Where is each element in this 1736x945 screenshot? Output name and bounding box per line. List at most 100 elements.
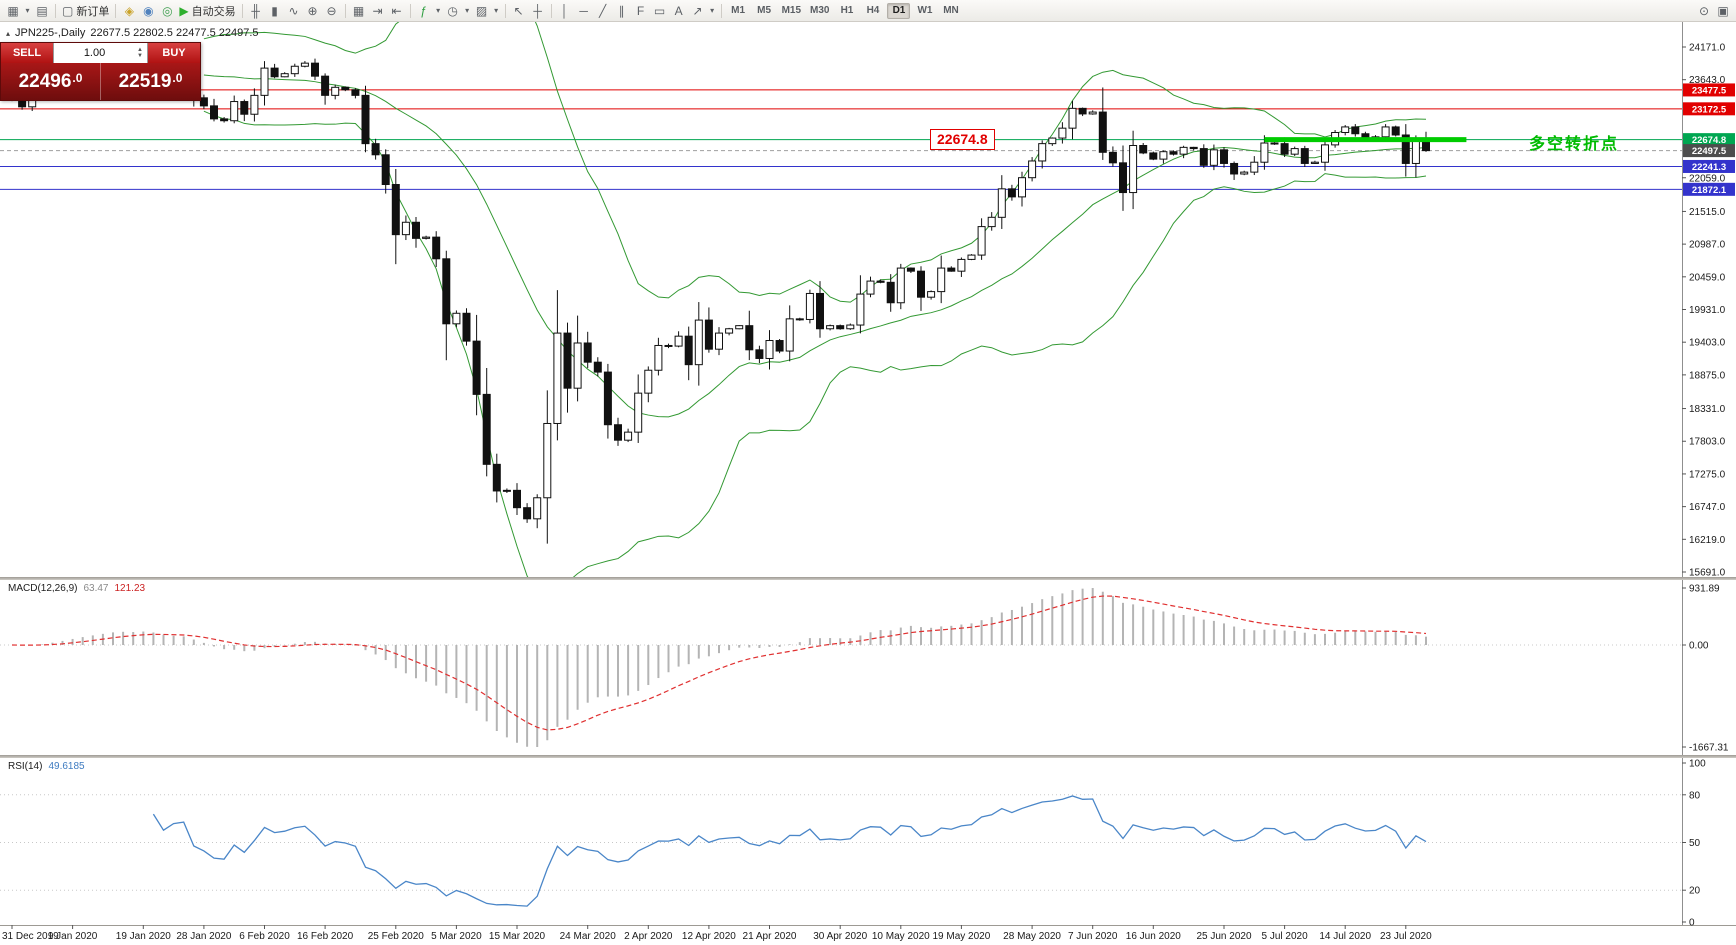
- price-divider: [100, 63, 101, 100]
- vertical-line-icon[interactable]: │: [560, 3, 569, 18]
- trendline-icon[interactable]: ╱: [598, 3, 607, 18]
- timeframe-button-H1[interactable]: H1: [840, 5, 854, 16]
- svg-text:22241.3: 22241.3: [1692, 162, 1726, 173]
- horizontal-line-icon[interactable]: ─: [579, 3, 588, 18]
- market-watch-icon[interactable]: ◈: [124, 3, 134, 18]
- svg-text:22497.5: 22497.5: [1692, 146, 1727, 157]
- svg-text:15691.0: 15691.0: [1689, 568, 1726, 579]
- svg-text:21872.1: 21872.1: [1692, 185, 1727, 196]
- volume-down-button[interactable]: ▼: [137, 53, 143, 59]
- text-icon[interactable]: A: [674, 3, 683, 18]
- new-order-button[interactable]: ▢ 新订单: [62, 3, 110, 18]
- turning-point-label: 多空转折点: [1529, 136, 1620, 153]
- navigator-icon[interactable]: ◉: [143, 3, 154, 18]
- volume-up-button[interactable]: ▲: [137, 47, 143, 53]
- toolbar-separator: [504, 3, 506, 18]
- svg-text:19931.0: 19931.0: [1689, 305, 1726, 316]
- profiles-icon[interactable]: ▤: [36, 3, 48, 18]
- indicators-icon[interactable]: ƒ: [420, 3, 427, 18]
- svg-text:19 Jan 2020: 19 Jan 2020: [116, 931, 171, 942]
- line-chart-icon[interactable]: ∿: [288, 3, 299, 18]
- help-icon[interactable]: ▣: [1717, 3, 1729, 18]
- chart-shift-icon[interactable]: ⇤: [391, 3, 402, 18]
- ohlc-values: 22677.5 22802.5 22477.5 22497.5: [90, 27, 259, 39]
- terminal-icon[interactable]: ◎: [162, 3, 173, 18]
- pane-separator-rsi[interactable]: [0, 755, 1736, 758]
- svg-text:14 Jul 2020: 14 Jul 2020: [1319, 931, 1371, 942]
- templates-icon[interactable]: ▨: [475, 3, 488, 18]
- svg-text:19 May 2020: 19 May 2020: [932, 931, 990, 942]
- price-axis[interactable]: 24171.0 23643.0 22059.0 21515.0 20987.0 20459…: [0, 22, 1736, 929]
- svg-text:931.89: 931.89: [1689, 584, 1720, 595]
- fibonacci-icon[interactable]: F: [636, 3, 645, 18]
- volume-value: 1.00: [83, 47, 106, 59]
- rsi-name: RSI(14): [8, 761, 43, 772]
- periods-icon[interactable]: ◷: [447, 3, 458, 18]
- candlestick-chart-icon[interactable]: ▮: [271, 3, 278, 18]
- timeframe-button-W1[interactable]: W1: [917, 5, 933, 16]
- timeframe-button-H4[interactable]: H4: [866, 5, 880, 16]
- bollinger-bands: [203, 22, 1427, 578]
- main-toolbar: ▦ ▾ ▤ ▢ 新订单 ◈ ◉ ◎ ▶ 自动交易 ╫ ▮ ∿ ⊕ ⊖ ▦ ⇥ ⇤ ƒ ▾ ◷ ▾ ▨ ▾ ↖ ┼ │ ─ ╱ ∥ F ▭ A ↗ ▾…: [0, 0, 1736, 22]
- buy-price-frac: .0: [172, 70, 183, 85]
- toolbar-separator: [344, 3, 346, 18]
- macd-name: MACD(12,26,9): [8, 583, 78, 594]
- svg-text:30 Apr 2020: 30 Apr 2020: [813, 931, 867, 942]
- new-chart-icon[interactable]: ▦: [7, 3, 19, 18]
- timeframe-button-D1[interactable]: D1: [887, 2, 911, 19]
- timeframe-button-M30[interactable]: M30: [810, 5, 830, 16]
- svg-text:17803.0: 17803.0: [1689, 437, 1726, 448]
- pane-separator-macd[interactable]: [0, 577, 1736, 580]
- timeframe-button-MN[interactable]: MN: [943, 5, 959, 16]
- timeframe-button-M5[interactable]: M5: [757, 5, 772, 16]
- sell-price[interactable]: 22496 .0: [1, 63, 100, 100]
- zoom-out-icon[interactable]: ⊖: [326, 3, 337, 18]
- svg-text:22674.8: 22674.8: [1692, 135, 1726, 146]
- svg-text:16747.0: 16747.0: [1689, 502, 1726, 513]
- autotrading-button[interactable]: ▶ 自动交易: [179, 3, 236, 18]
- shapes-icon[interactable]: ▭: [653, 3, 666, 18]
- arrows-icon[interactable]: ↗: [692, 3, 703, 18]
- buy-price[interactable]: 22519 .0: [101, 63, 200, 100]
- price-pane: [0, 22, 1682, 578]
- indicators-dropdown-icon[interactable]: ▾: [436, 6, 441, 15]
- timeframe-button-M1[interactable]: M1: [731, 5, 746, 16]
- zoom-in-icon[interactable]: ⊕: [307, 3, 318, 18]
- timeframe-button-M15[interactable]: M15: [781, 5, 802, 16]
- templates-dropdown-icon[interactable]: ▾: [494, 6, 499, 15]
- new-chart-dropdown-icon[interactable]: ▾: [25, 6, 30, 15]
- rsi-pane: [0, 794, 1682, 907]
- sell-price-main: 22496: [18, 70, 72, 92]
- sell-button[interactable]: SELL: [1, 43, 53, 63]
- rsi-pane-label: RSI(14) 49.6185: [8, 761, 85, 772]
- periods-dropdown-icon[interactable]: ▾: [465, 6, 470, 15]
- macd-main-value: 63.47: [83, 583, 109, 594]
- svg-text:10 May 2020: 10 May 2020: [872, 931, 930, 942]
- channel-icon[interactable]: ∥: [618, 3, 625, 18]
- svg-text:28 May 2020: 28 May 2020: [1003, 931, 1061, 942]
- cursor-icon[interactable]: ↖: [513, 3, 524, 18]
- one-click-trading-panel: SELL 1.00 ▲ ▼ BUY 22496 .0 22519 .0: [0, 42, 201, 101]
- auto-scroll-icon[interactable]: ⇥: [372, 3, 383, 18]
- search-icon[interactable]: ⊙: [1698, 3, 1710, 18]
- tile-windows-icon[interactable]: ▦: [352, 3, 365, 18]
- svg-text:16 Jun 2020: 16 Jun 2020: [1126, 931, 1181, 942]
- sell-price-frac: .0: [72, 70, 83, 85]
- volume-field[interactable]: 1.00 ▲ ▼: [53, 43, 148, 63]
- svg-text:20987.0: 20987.0: [1689, 240, 1726, 251]
- symbol-label: JPN225-,Daily: [15, 27, 86, 39]
- drawing-dropdown-icon[interactable]: ▾: [710, 6, 715, 15]
- buy-button[interactable]: BUY: [148, 43, 200, 63]
- svg-text:21 Apr 2020: 21 Apr 2020: [743, 931, 797, 942]
- one-click-toggle-icon[interactable]: ▴: [6, 28, 11, 38]
- toolbar-separator: [115, 3, 117, 18]
- svg-text:12 Apr 2020: 12 Apr 2020: [682, 931, 736, 942]
- svg-text:23172.5: 23172.5: [1692, 104, 1727, 115]
- svg-text:6 Feb 2020: 6 Feb 2020: [239, 931, 290, 942]
- crosshair-icon[interactable]: ┼: [533, 3, 542, 18]
- bar-chart-icon[interactable]: ╫: [251, 3, 260, 18]
- toolbar-separator: [241, 3, 243, 18]
- svg-text:0: 0: [1689, 918, 1695, 929]
